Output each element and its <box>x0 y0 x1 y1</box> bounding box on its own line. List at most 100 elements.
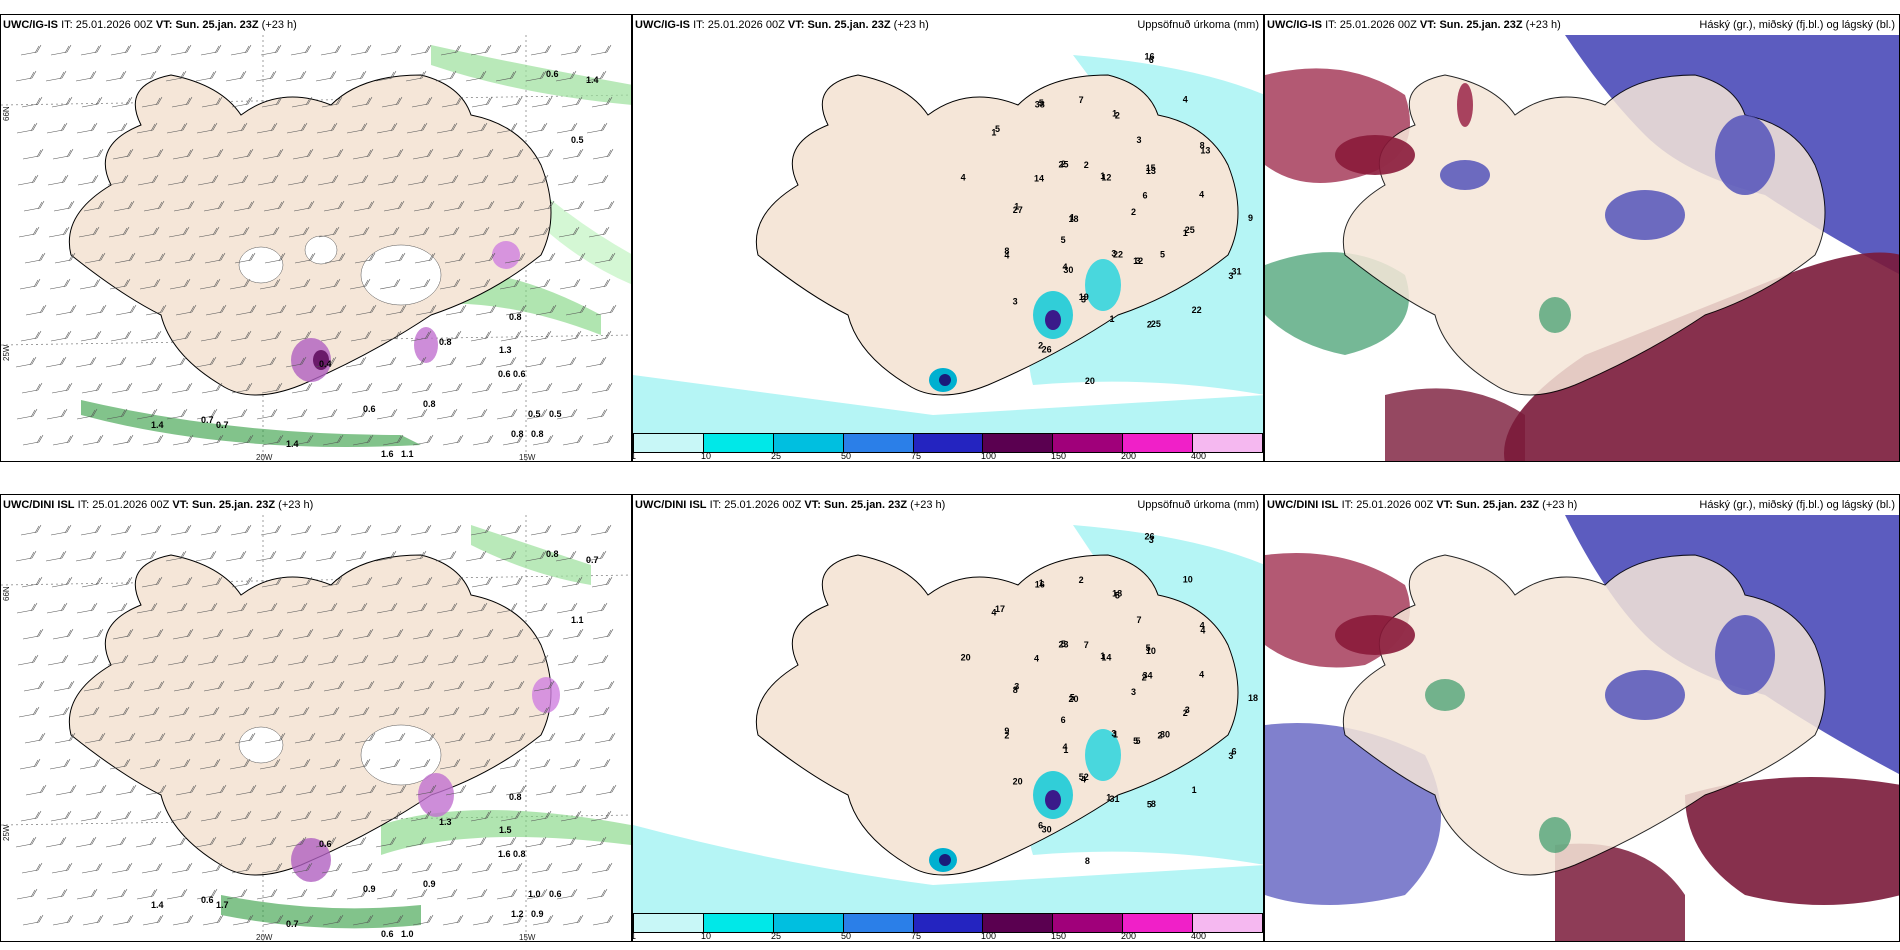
colorbar-tick-label: 50 <box>841 931 852 941</box>
wind-barb <box>533 200 555 212</box>
precip-value-label: 18 <box>1112 588 1122 598</box>
wind-barb <box>444 732 466 744</box>
wind-barb <box>25 784 47 796</box>
wind-barb <box>25 304 47 316</box>
wind-barb <box>114 732 136 744</box>
wind-barb <box>201 862 223 874</box>
wind-barb <box>592 628 614 640</box>
wind-barb <box>469 758 491 770</box>
wind-barb <box>384 252 406 264</box>
wind-barb <box>585 70 607 82</box>
precip-value-label: 3 <box>1149 535 1154 545</box>
precip-value-label: 4 <box>1034 654 1039 664</box>
wind-barb <box>15 356 37 368</box>
wind-barb <box>263 680 285 692</box>
wind-barb <box>50 330 72 342</box>
precip-value-label: 13 <box>1200 145 1210 155</box>
wind-barb <box>535 784 557 796</box>
precip-value-label: 1 <box>1070 212 1075 222</box>
wind-barb <box>315 550 337 562</box>
cloud-map <box>1265 15 1899 461</box>
precip-value-label: 31 <box>1110 794 1120 804</box>
wind-barb <box>347 654 369 666</box>
wind-barb <box>233 680 255 692</box>
wind-barb <box>384 732 406 744</box>
colorbar-segment <box>773 914 844 932</box>
wind-barb <box>263 200 285 212</box>
wind-value-label: 0.5 <box>571 135 584 145</box>
wind-barb <box>349 758 371 770</box>
wind-barb <box>526 408 548 420</box>
wind-barb <box>82 628 104 640</box>
colorbar-segment <box>703 914 774 932</box>
wind-value-label: 0.6 <box>201 895 214 905</box>
precip-value-label: 4 <box>1199 190 1204 200</box>
wind-barb <box>561 576 583 588</box>
wind-barb <box>345 836 367 848</box>
precip-value-label: 14 <box>1034 174 1044 184</box>
wind-barb <box>262 628 284 640</box>
wind-barb <box>290 44 312 56</box>
wind-barb <box>323 200 345 212</box>
precip-value-label: 18 <box>1248 693 1258 703</box>
wind-barb <box>228 706 250 718</box>
precip-value-label: 30 <box>1042 825 1052 835</box>
lat-label-25w: 25W <box>2 824 11 841</box>
wind-barb <box>353 680 375 692</box>
wind-barb <box>443 680 465 692</box>
wind-barb <box>526 602 548 614</box>
wind-barb <box>532 434 554 446</box>
wind-barb <box>199 278 221 290</box>
wind-barb <box>588 706 610 718</box>
colorbar-segment <box>1193 434 1263 452</box>
wind-barb <box>436 122 458 134</box>
wind-barb <box>196 602 218 614</box>
wind-barb <box>261 382 283 394</box>
wind-barb <box>380 44 402 56</box>
precip-value-label: 6 <box>1149 55 1154 65</box>
wind-barb <box>442 434 464 446</box>
wind-barb <box>262 148 284 160</box>
wind-barb <box>405 70 427 82</box>
wind-barb <box>293 680 315 692</box>
wind-barb <box>385 304 407 316</box>
wind-value-label: 0.6 <box>319 839 332 849</box>
wind-barb <box>226 408 248 420</box>
precip-value-label: 3 <box>1014 682 1019 692</box>
wind-barb <box>52 434 74 446</box>
wind-barb <box>414 732 436 744</box>
wind-barb <box>472 148 494 160</box>
wind-barb <box>285 836 307 848</box>
wind-barb <box>441 862 463 874</box>
wind-value-label: 1.0 <box>401 929 414 939</box>
precip-value-label: 2 <box>1183 708 1188 718</box>
colorbar-tick-label: 75 <box>910 931 921 941</box>
precip-value-label: 23 <box>1058 640 1068 650</box>
wind-barb <box>408 226 430 238</box>
wind-barb <box>144 252 166 264</box>
wind-barb <box>111 96 133 108</box>
wind-barb <box>414 252 436 264</box>
wind-barb <box>382 434 404 446</box>
wind-barb <box>290 524 312 536</box>
wind-barb <box>112 628 134 640</box>
panel-title-right: Háský (gr.), miðský (fj.bl.) og lágský (… <box>1699 499 1895 511</box>
wind-barb <box>562 148 584 160</box>
wind-barb <box>586 888 608 900</box>
wind-barb <box>233 200 255 212</box>
colorbar-segment <box>983 434 1054 452</box>
wind-barb <box>22 628 44 640</box>
wind-barb <box>22 914 44 926</box>
wind-barb <box>197 654 219 666</box>
wind-barb <box>261 576 283 588</box>
wind-barb <box>167 654 189 666</box>
lon-label-20w: 20W <box>256 933 273 942</box>
wind-barb <box>381 382 403 394</box>
wind-barb <box>412 148 434 160</box>
wind-barb <box>474 252 496 264</box>
wind-barb <box>385 784 407 796</box>
wind-barb <box>534 252 556 264</box>
panel-title-right: Uppsöfnuð úrkoma (mm) <box>1137 19 1259 31</box>
wind-barb <box>196 888 218 900</box>
wind-barb <box>321 96 343 108</box>
